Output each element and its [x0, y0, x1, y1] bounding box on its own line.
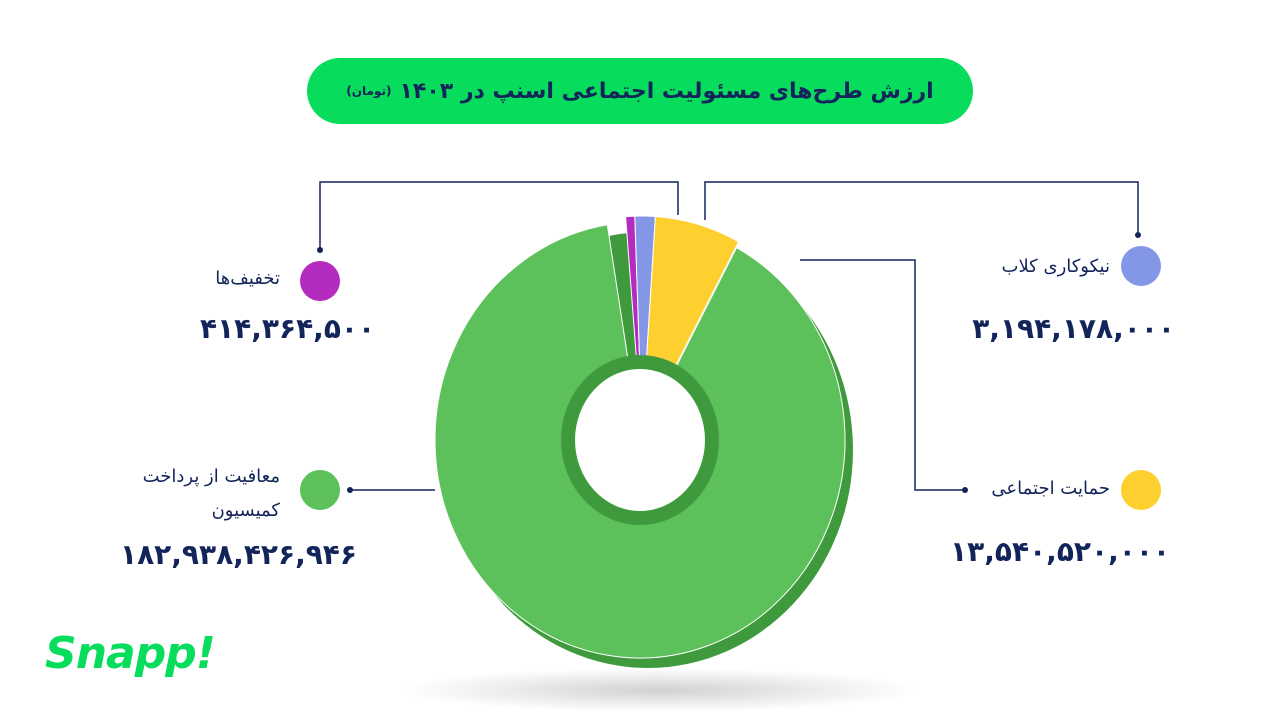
value-discounts: ۴۱۴,۳۶۴,۵۰۰ — [200, 312, 376, 345]
connector-social-support — [800, 259, 965, 491]
legend-dot-discounts — [300, 261, 340, 301]
donut-slices — [434, 215, 853, 668]
connector-lines — [319, 181, 1139, 491]
snapp-logo: Snapp! — [45, 628, 216, 679]
value-charity-club: ۳,۱۹۴,۱۷۸,۰۰۰ — [972, 312, 1175, 345]
label-commission: معافیت از پرداخت کمیسیون — [142, 466, 280, 521]
connector-discounts — [319, 181, 679, 250]
chart-title-banner: ارزش طرح‌های مسئولیت اجتماعی اسنپ در ۱۴۰… — [307, 58, 973, 124]
donut-hole — [561, 355, 719, 525]
value-commission: ۱۸۲,۹۳۸,۴۲۶,۹۴۶ — [120, 538, 357, 571]
legend-dot-social-support — [1121, 470, 1161, 510]
connector-dots — [317, 232, 1141, 493]
connector-charity-club — [704, 181, 1139, 235]
value-social-support: ۱۳,۵۴۰,۵۲۰,۰۰۰ — [950, 535, 1170, 568]
label-social-support: حمایت اجتماعی — [991, 478, 1110, 499]
legend-dot-charity-club — [1121, 246, 1161, 286]
chart-unit: (تومان) — [346, 84, 392, 98]
chart-shadow — [400, 668, 920, 712]
legend-dot-commission — [300, 470, 340, 510]
label-discounts: تخفیف‌ها — [215, 268, 280, 289]
chart-title: ارزش طرح‌های مسئولیت اجتماعی اسنپ در ۱۴۰… — [399, 78, 934, 104]
label-charity-club: نیکوکاری کلاب — [1001, 256, 1111, 277]
